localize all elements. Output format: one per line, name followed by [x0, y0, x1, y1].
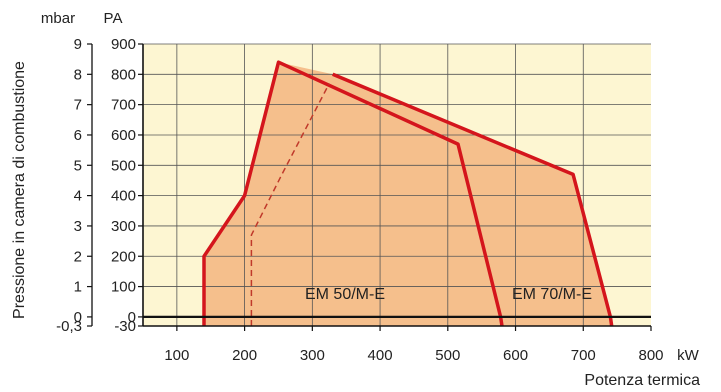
curve-em70: [332, 72, 614, 327]
mbar-tick-label-1: 8: [74, 66, 82, 83]
mbar-tick-label-10: -0,3: [56, 318, 82, 335]
mbar-tick-label-7: 2: [74, 248, 82, 265]
pa-tick-label-3: 600: [111, 127, 136, 144]
pa-tick-label-1: 800: [111, 66, 136, 83]
x-tick-label-4: 500: [435, 347, 460, 364]
x-tick-label-6: 700: [571, 347, 596, 364]
mbar-tick-label-8: 1: [74, 279, 82, 296]
series-label-em50: EM 50/M-E: [305, 286, 385, 303]
pa-tick-label-0: 900: [111, 36, 136, 53]
pa-tick-label-10: -30: [114, 318, 136, 335]
mbar-tick-label-3: 6: [74, 127, 82, 144]
pa-tick-label-9: 0: [128, 309, 136, 326]
x-tick-label-7: 800: [638, 347, 663, 364]
pa-tick-label-2: 700: [111, 97, 136, 114]
pa-tick-label-7: 200: [111, 248, 136, 265]
pa-tick-label-5: 400: [111, 188, 136, 205]
y-unit-mbar: mbar: [41, 10, 75, 27]
x-tick-label-3: 400: [368, 347, 393, 364]
x-axis-label: Potenza termica: [584, 372, 700, 389]
y-axis-label: Pressione in camera di combustione: [11, 61, 28, 319]
mbar-tick-label-6: 3: [74, 218, 82, 235]
y-unit-pa: PA: [104, 10, 123, 27]
x-tick-label-1: 200: [232, 347, 257, 364]
mbar-tick-label-2: 7: [74, 97, 82, 114]
pa-tick-label-6: 300: [111, 218, 136, 235]
series-label-em70: EM 70/M-E: [512, 286, 592, 303]
mbar-tick-label-9: 0: [74, 309, 82, 326]
mbar-tick-label-4: 5: [74, 157, 82, 174]
x-unit: kW: [677, 347, 700, 364]
x-tick-label-2: 300: [300, 347, 325, 364]
x-tick-label-5: 600: [503, 347, 528, 364]
pa-tick-label-8: 100: [111, 279, 136, 296]
pa-tick-label-4: 500: [111, 157, 136, 174]
mbar-tick-label-0: 9: [74, 36, 82, 53]
x-tick-label-0: 100: [164, 347, 189, 364]
mbar-tick-label-5: 4: [74, 188, 82, 205]
curve-em50-min: [250, 83, 330, 326]
